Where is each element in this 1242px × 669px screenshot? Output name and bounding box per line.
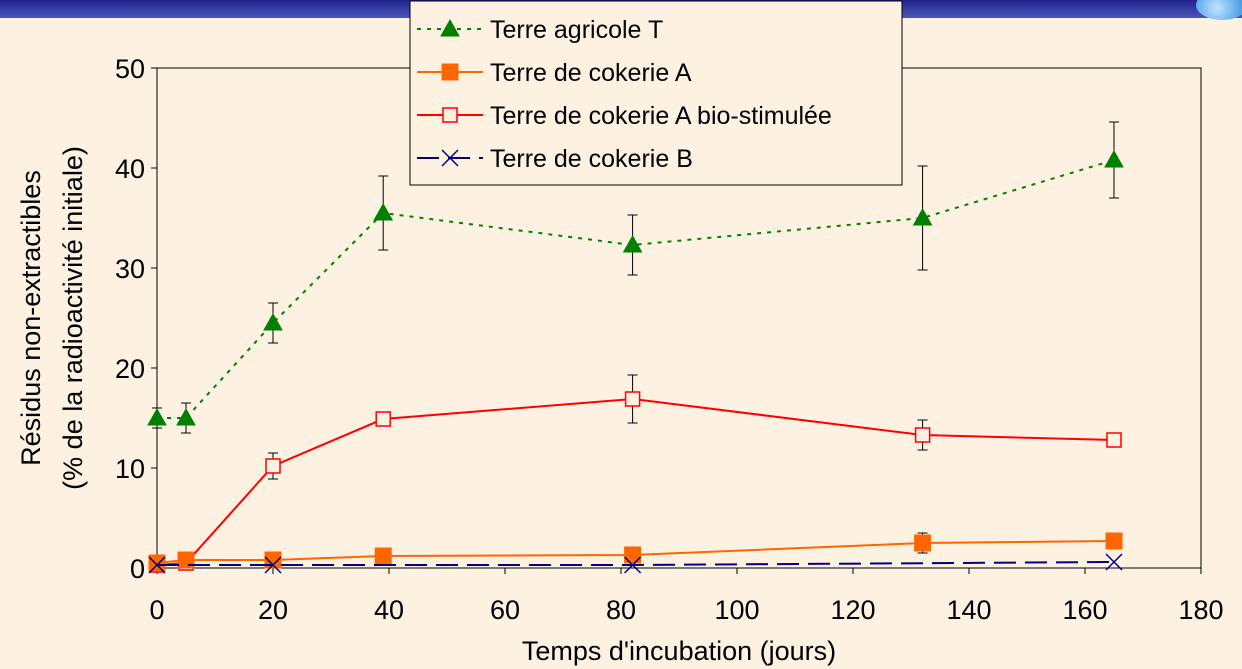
x-tick-label: 60 (490, 595, 520, 625)
data-point (626, 392, 640, 406)
data-point (266, 459, 280, 473)
data-point (1107, 433, 1121, 447)
y-tick-label: 30 (115, 254, 145, 284)
series-layer (148, 122, 1123, 573)
y-tick-label: 40 (115, 154, 145, 184)
data-point (376, 412, 390, 426)
x-tick-label: 0 (149, 595, 164, 625)
x-tick-label: 100 (714, 595, 759, 625)
y-tick-label: 0 (130, 554, 145, 584)
series-line (157, 160, 1114, 418)
x-axis-title: Temps d'incubation (jours) (522, 636, 836, 666)
data-point (264, 314, 282, 330)
y-axis-title: Résidus non-extractibles (16, 170, 46, 466)
y-tick-label: 50 (115, 54, 145, 84)
x-tick-label: 160 (1062, 595, 1107, 625)
data-point (915, 535, 931, 551)
data-point (916, 428, 930, 442)
data-point (1105, 151, 1123, 167)
series-line (157, 399, 1114, 565)
legend-label: Terre de cokerie A bio-stimulée (490, 102, 832, 130)
data-point (625, 547, 641, 563)
y-axis-title-subtitle: (% de la radioactivité initiale) (58, 146, 88, 490)
y-tick-label: 20 (115, 354, 145, 384)
legend-label: Terre de cokerie B (490, 145, 693, 173)
x-tick-label: 140 (946, 595, 991, 625)
data-point (375, 548, 391, 564)
x-tick-label: 40 (374, 595, 404, 625)
data-point (1106, 533, 1122, 549)
x-tick-label: 20 (258, 595, 288, 625)
x-tick-label: 120 (830, 595, 875, 625)
x-tick-label: 180 (1178, 595, 1223, 625)
y-tick-label: 10 (115, 454, 145, 484)
legend-marker (443, 108, 457, 122)
data-point (148, 409, 166, 425)
legend-label: Terre de cokerie A (490, 59, 692, 87)
data-point (149, 555, 165, 571)
legend: Terre agricole T Terre de cokerie A Terre … (410, 1, 902, 185)
x-tick-label: 80 (606, 595, 636, 625)
legend-marker (442, 64, 458, 80)
legend-label: Terre agricole T (490, 16, 663, 44)
data-point (374, 204, 392, 220)
